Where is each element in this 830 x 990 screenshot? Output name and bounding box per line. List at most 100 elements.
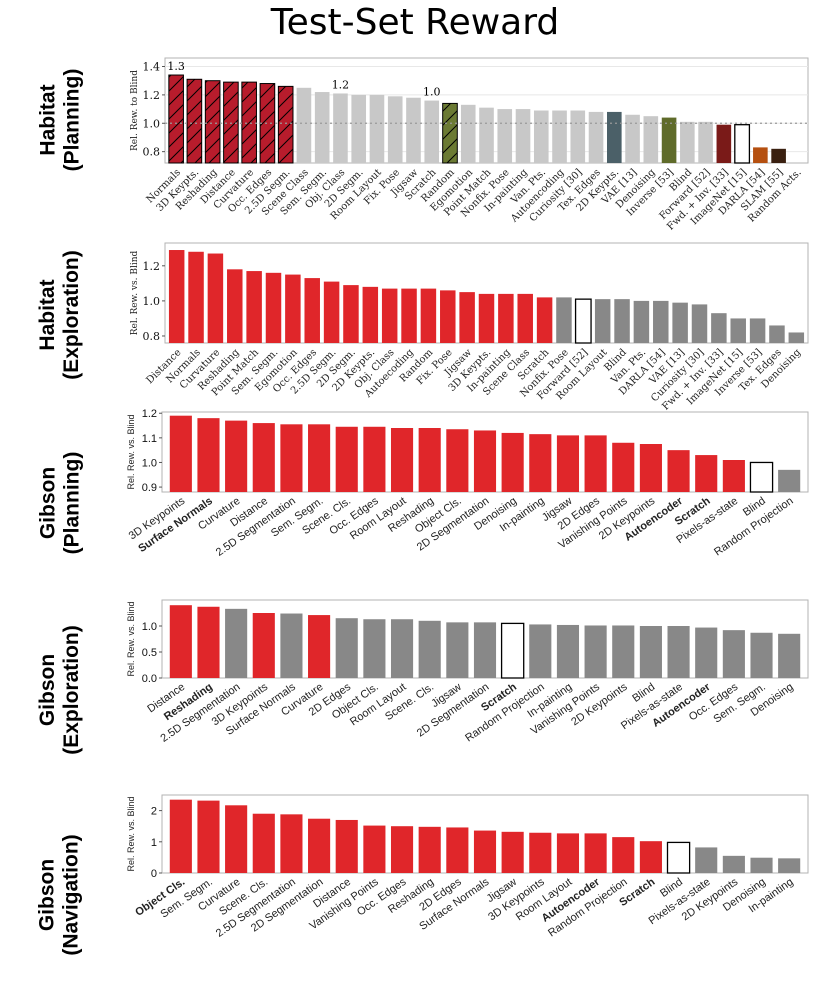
y-tick-label-2: 2 [151,806,157,818]
bar-forward-52 [698,121,713,163]
bar-autoencoder [667,450,690,492]
bar-hatch-distance [223,82,239,163]
bar-scene-cls [335,426,358,492]
y-tick-label-1: 1 [151,837,157,849]
bar-occ-edges [722,630,745,678]
bar-hatch-curvature [241,82,257,163]
bar-scratch [424,100,440,163]
bar-vae-13 [625,114,640,163]
bar-blind [614,299,630,343]
bar-sem-segm [265,272,282,343]
bar-2-5d-segmentation [280,424,303,492]
bar-autoencoder [695,627,718,678]
bar-room-layout [390,619,414,678]
bar-scratch [500,622,525,679]
bar-scratch [639,841,662,873]
bar-autoencoder [584,833,607,873]
bar-vanishing-points [612,442,635,492]
figure-title: Test-Set Reward [270,2,560,43]
bar-tex-edges [588,111,604,163]
bar-vae-13 [672,302,688,343]
bar-scene-class [517,293,533,343]
bar-jigsaw [446,622,469,678]
bar-2d-segmentation [308,818,331,873]
bar-object-cls [169,799,192,873]
bar-reshading [197,606,220,678]
y-tick-label-1: 0.5 [142,647,157,659]
bar-van-pts [533,110,549,163]
bar-hatch-normals [168,75,184,163]
bar-vanishing-points [584,625,607,678]
annotation-2: 1.0 [423,86,441,99]
bar-egomotion [460,104,476,163]
bar-fwd-inv-33 [716,124,732,163]
bar-scratch [536,297,553,343]
habitat-exploration-y-axis-label: Rel. Rew. vs. Blind [130,251,140,336]
y-tick-label-3: 1.4 [143,61,161,74]
bar-2-5d-segmentation [225,608,248,678]
bar-egomotion [285,274,301,343]
bar-blind [749,461,774,493]
bar-point-match [479,107,494,163]
bar-reshading [227,269,243,343]
bar-in-painting [498,293,514,343]
bar-surface-normals [473,830,497,873]
bar-jigsaw [459,292,475,343]
bar-2-5d-segm [323,281,340,343]
bar-sem-segm [308,424,331,492]
bar-object-cls [363,619,386,678]
bar-sem-segm [197,800,220,873]
bar-fix-pose [387,96,403,163]
y-tick-label-2: 1.2 [143,89,161,102]
bar-jigsaw [501,831,524,873]
bar-forward-52 [574,298,592,344]
y-tick-label-0: 0.8 [143,146,161,159]
bar-tex-edges [769,325,785,343]
bar-2d-edges [584,435,607,492]
bar-room-layout [369,94,385,163]
bar-blind [680,121,695,163]
y-tick-label-0: 0.0 [142,673,157,685]
habitat-planning-y-axis-label: Rel. Rew. to Blind [130,70,140,151]
y-tick-label-2: 1.2 [143,260,161,273]
bar-2d-segm [351,94,367,163]
bar-inverse-53 [749,318,766,343]
bar-denoising [778,633,801,678]
bar-curvature [225,420,248,492]
bar-occ-edges [363,426,386,492]
y-tick-label-2: 1.1 [142,433,157,445]
bar-autoecoding [401,288,417,343]
bar-curiosity-30 [691,304,708,343]
bar-2d-keypoints [722,855,745,873]
bar-random-projection [529,624,552,678]
bar-in-painting [515,109,531,163]
bar-darla-54 [653,300,669,343]
bar-distance [335,819,358,873]
bar-random-projection [612,837,635,873]
bar-surface-normals [197,418,220,492]
bar-2d-keypts [362,286,379,343]
bar-scene-cls [418,620,441,678]
bar-3d-keypoints [169,415,192,492]
bar-surface-normals [280,613,303,678]
bar-scene-cls [252,813,275,873]
bar-curvature [308,615,331,678]
bar-denoising [643,116,659,163]
bar-curiosity-30 [570,110,586,163]
bar-curvature [207,253,224,343]
bar-van-pts [633,300,650,343]
bar-scratch [695,455,718,492]
bar-2d-keypts [607,111,622,163]
bar-2d-edges [446,827,469,873]
bar-denoising [788,332,805,343]
bar-obj-class [381,288,398,343]
bar-fwd-inv-33 [711,313,727,343]
bar-random [420,288,437,343]
bar-2d-segmentation [473,622,497,678]
y-tick-label-0: 0.9 [142,482,157,494]
bar-distance [252,423,275,492]
bar-sem-segm [750,632,773,678]
